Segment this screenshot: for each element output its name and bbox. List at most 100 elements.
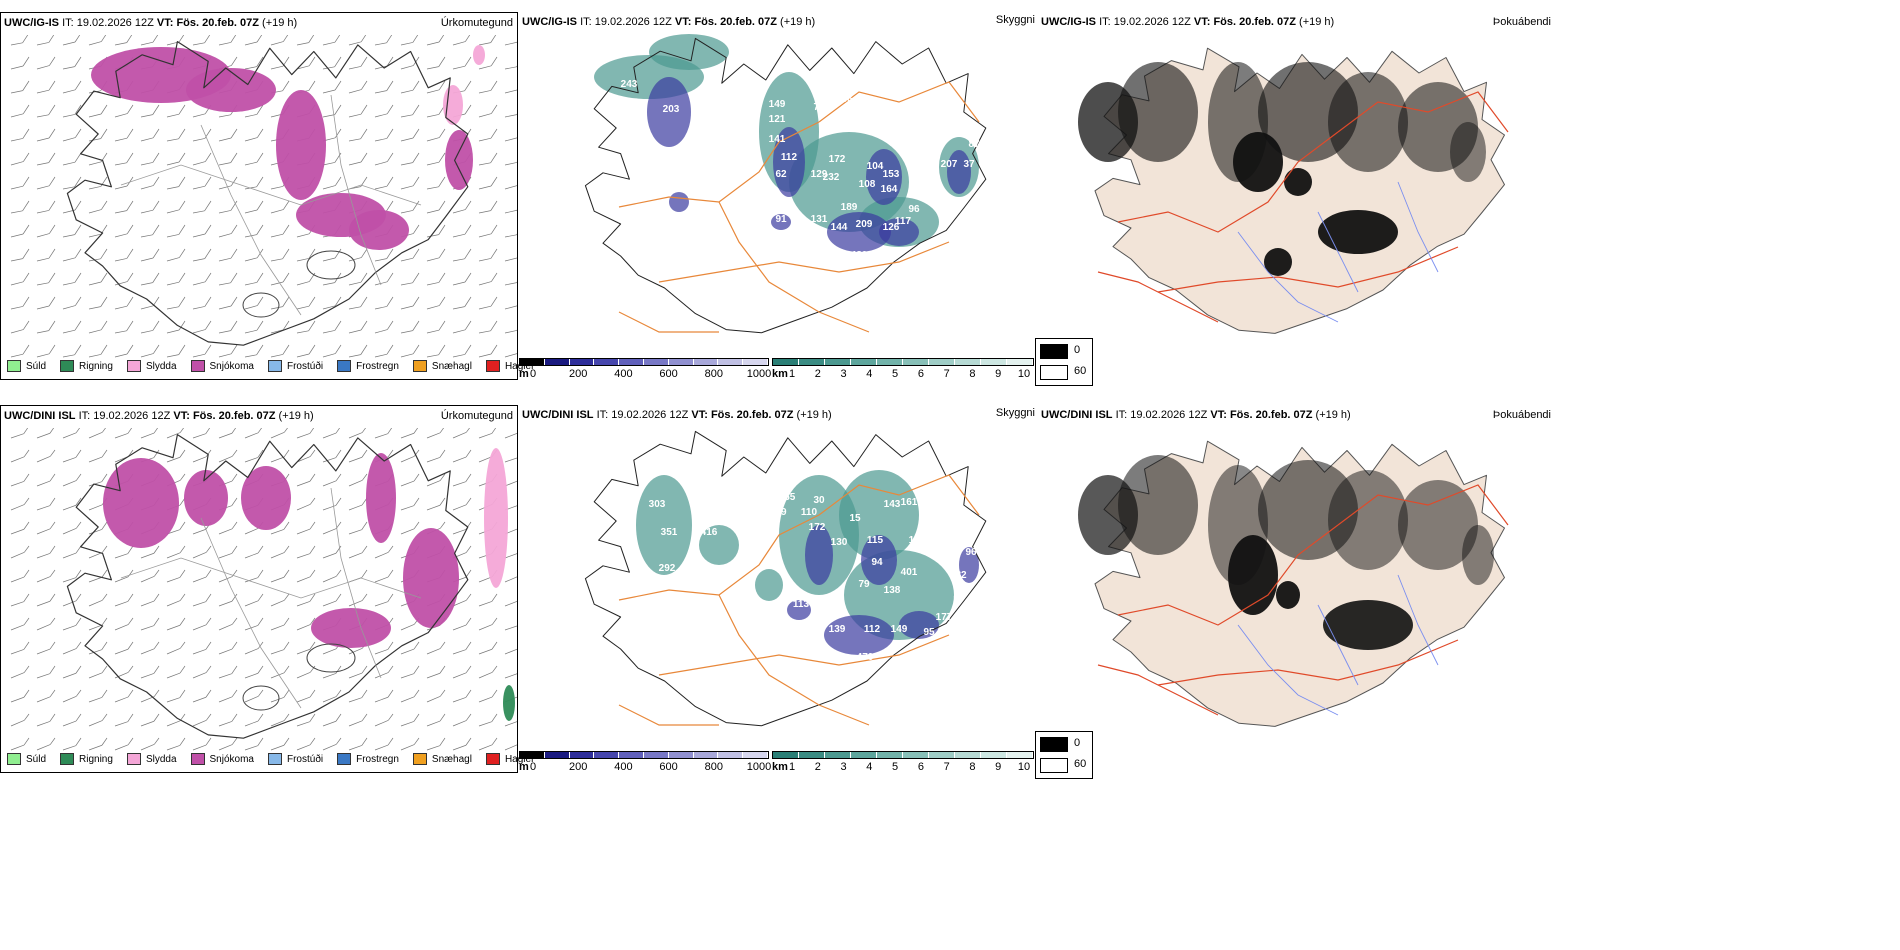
fog-legend-label: 0	[1074, 737, 1081, 749]
colorbar-segment	[643, 359, 669, 365]
road-line	[200, 124, 302, 316]
visibility-colorbar: km 1 2 3 4 5 6 7 8 9 10	[772, 751, 1034, 773]
colorbar-segment	[619, 752, 644, 758]
legend-item: Súld	[7, 753, 46, 765]
legend-label: Frostregn	[356, 360, 399, 372]
colorbar-segment	[619, 359, 644, 365]
precip-map	[10, 428, 517, 751]
panel-title: Þokuábendi	[1492, 16, 1551, 28]
legend-label: Haglél	[504, 753, 534, 765]
colorbar-strip	[519, 751, 769, 759]
legend-item: Slydda	[126, 360, 177, 372]
colorbar-segment	[799, 752, 825, 758]
road-line	[618, 514, 820, 601]
colorbar-segment	[773, 359, 799, 365]
iceland-coastline	[66, 434, 469, 739]
legend-swatch	[60, 360, 75, 372]
colorbar-tick-label: 400	[614, 368, 633, 380]
init-time: 19.02.2026 12Z	[76, 17, 154, 29]
colorbar-segment	[773, 752, 799, 758]
road-line	[1117, 524, 1339, 626]
road-line	[120, 164, 422, 206]
panel-title: Úrkomutegund	[440, 17, 513, 29]
fog-index-field	[1233, 132, 1283, 192]
fog-legend-label: 60	[1074, 758, 1087, 770]
cloud-field	[827, 212, 891, 252]
glacier-outline	[306, 250, 356, 280]
colorbar-tick-label: 3	[840, 368, 847, 380]
cloud-field	[805, 525, 833, 585]
lead-time: (+19 h)	[796, 409, 832, 421]
colorbar-segment	[929, 359, 955, 365]
colorbar-segment	[668, 359, 694, 365]
colorbar-segment	[693, 359, 719, 365]
legend-swatch	[126, 360, 141, 372]
legend-label: Snæhagl	[431, 360, 472, 372]
fog-legend: 0 60	[1035, 338, 1093, 386]
precip-map	[10, 35, 517, 358]
legend-item: Frostregn	[337, 360, 399, 372]
model-name: UWC/IG-IS	[522, 16, 577, 28]
colorbar-tick-label: 5	[892, 368, 899, 380]
road-line	[618, 121, 820, 208]
cloud-field	[959, 547, 979, 583]
road-line	[818, 81, 980, 123]
init-time: 19.02.2026 12Z	[1130, 409, 1208, 421]
colorbar-tick-label: 6	[917, 761, 924, 773]
fog-index-field	[1450, 122, 1486, 182]
fog-index-field	[1328, 470, 1408, 570]
panel-header: UWC/DINI ISL IT: 19.02.2026 12Z VT: Fös.…	[522, 409, 832, 421]
colorbar-segment	[1007, 752, 1033, 758]
ceiling-value-label: 121	[769, 114, 786, 125]
fog-swatch-60	[1040, 758, 1068, 773]
ceiling-value-label: 91	[775, 214, 787, 225]
panel-header: UWC/IG-IS IT: 19.02.2026 12Z VT: Fös. 20…	[522, 16, 815, 28]
valid-time: Fös. 20.feb. 07Z	[1213, 16, 1296, 28]
legend-item: Frostúði	[267, 360, 323, 372]
ceiling-value-label: 104	[867, 161, 884, 172]
model-name: UWC/DINI ISL	[1041, 409, 1113, 421]
valid-time: Fös. 20.feb. 07Z	[1229, 409, 1313, 421]
ceiling-value-label: 303	[649, 499, 666, 510]
colorbar-segment	[594, 752, 620, 758]
colorbar-segment	[569, 359, 595, 365]
colorbar-tick-label: 600	[659, 368, 678, 380]
ceiling-value-label: 302	[651, 159, 668, 170]
ceiling-value-label: 79	[858, 579, 870, 590]
ceiling-value-label: 126	[883, 222, 900, 233]
it-label: IT:	[580, 16, 592, 28]
colorbar-tick-label: 3	[840, 761, 847, 773]
init-time: 19.02.2026 12Z	[93, 410, 171, 422]
colorbar-tick-label: 8	[969, 761, 976, 773]
ceiling-value-label: 207	[941, 159, 958, 170]
ceiling-value-label: 96	[965, 547, 977, 558]
colorbar-segment	[594, 359, 620, 365]
fog-index-field	[1276, 581, 1300, 609]
glacier-outline	[242, 685, 280, 711]
fog-swatch-0	[1040, 344, 1068, 359]
ceiling-value-label: 130	[831, 537, 848, 548]
ceiling-value-label: 246	[691, 94, 708, 105]
colorbar-tick-label: 7	[943, 368, 950, 380]
colorbar-segment	[877, 752, 903, 758]
lead-time: (+19 h)	[780, 16, 816, 28]
cloud-field	[649, 34, 729, 70]
legend-swatch	[337, 753, 352, 765]
road-line	[658, 241, 950, 283]
ceiling-value-label: 209	[856, 219, 873, 230]
ceiling-value-label: 37	[963, 159, 975, 170]
colorbar-tick-label: 400	[614, 761, 633, 773]
ceiling-value-label: 153	[883, 169, 900, 180]
ceiling-value-label: 189	[841, 202, 858, 213]
panel-title: Skyggni	[995, 14, 1035, 26]
legend-swatch	[267, 753, 282, 765]
colorbar-strip	[772, 358, 1034, 366]
road-line	[200, 517, 302, 709]
colorbar-tick-label: 2	[814, 368, 821, 380]
colorbar-unit: m	[519, 368, 529, 380]
colorbar-tick-label: 4	[866, 761, 873, 773]
colorbar-strip	[519, 358, 769, 366]
iceland-coastline	[584, 37, 987, 334]
snow-area	[184, 470, 228, 526]
colorbar-segment	[903, 752, 929, 758]
